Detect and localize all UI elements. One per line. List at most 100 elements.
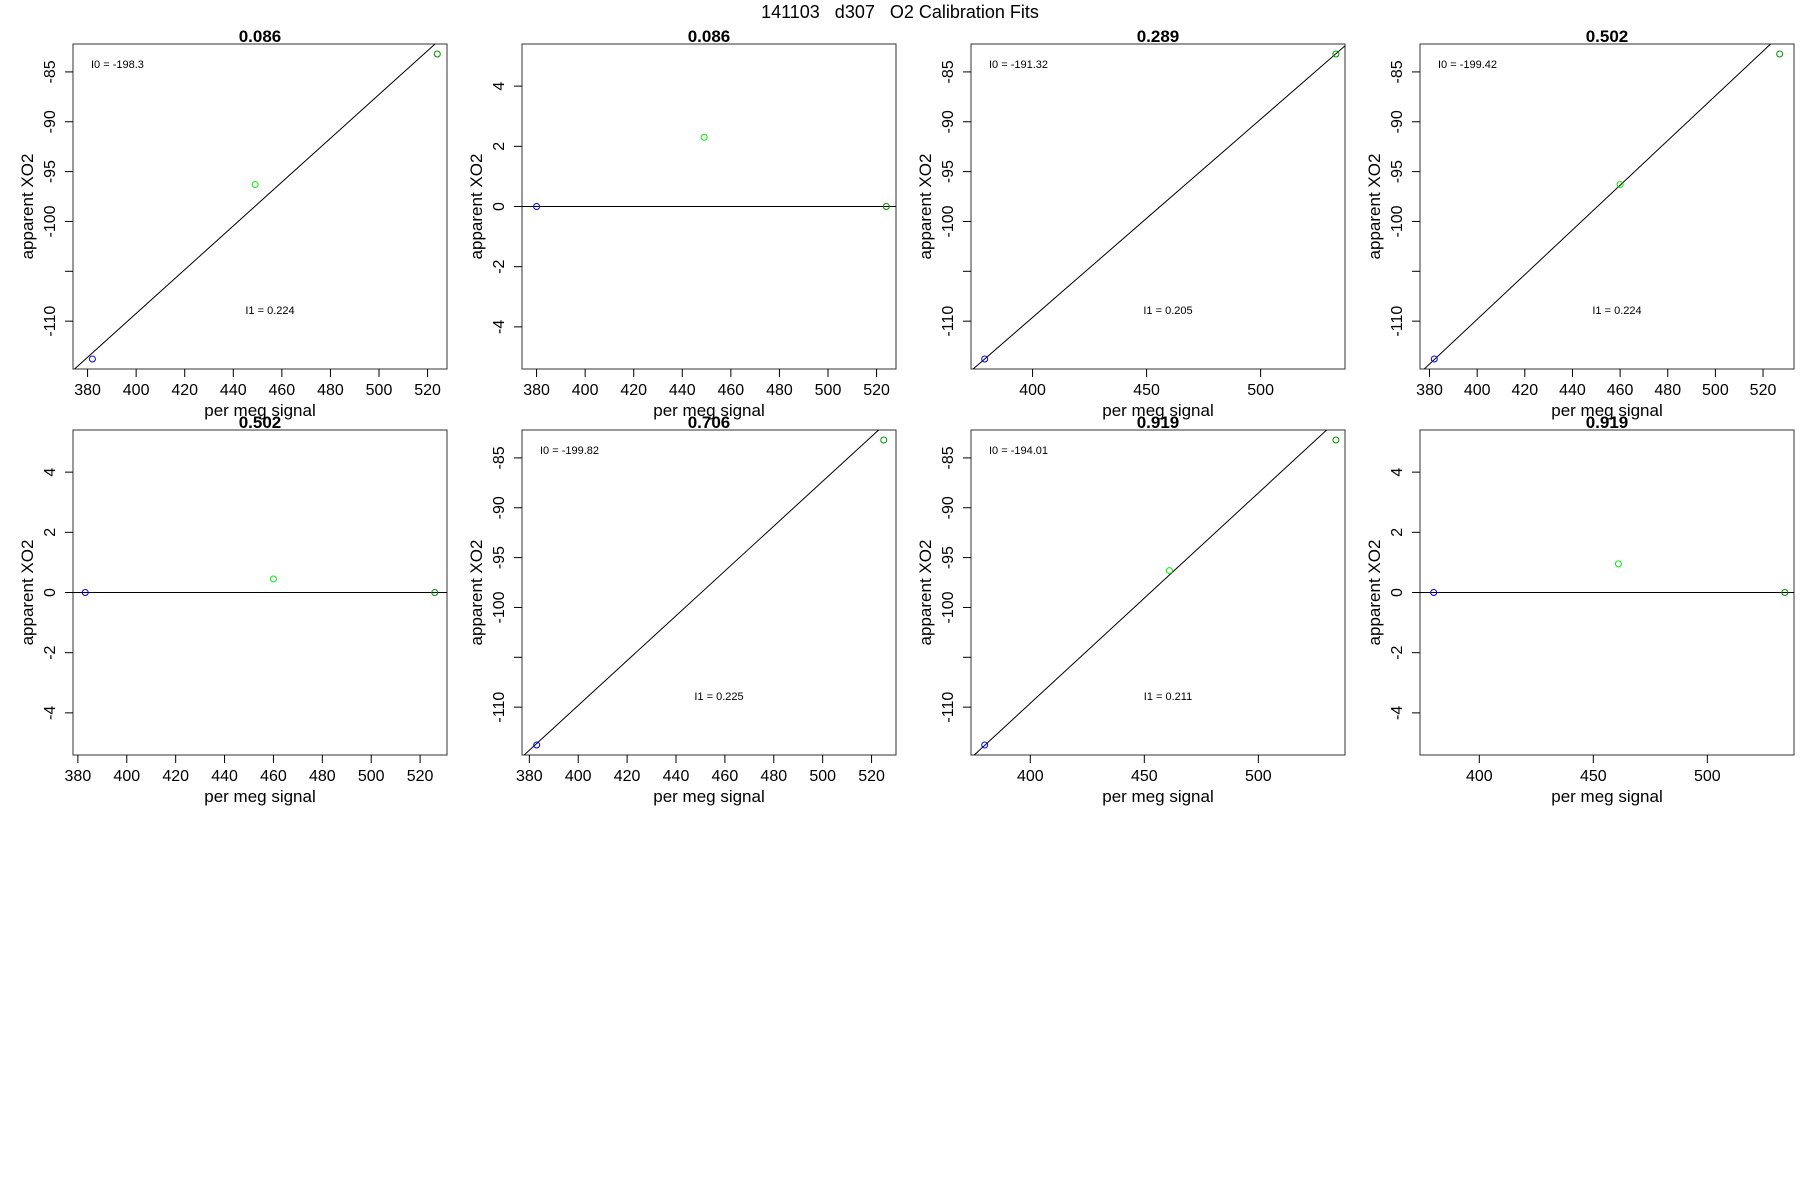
chart-6-ytick-label-3: -95 bbox=[491, 546, 508, 569]
chart-1-annotation-i0: I0 = -198.3 bbox=[91, 59, 144, 71]
chart-6-xtick-label-7: 520 bbox=[858, 768, 885, 785]
chart-1-xtick-label-1: 400 bbox=[123, 382, 150, 399]
chart-8-xlabel: per meg signal bbox=[1551, 787, 1663, 806]
chart-6-title: 0.706 bbox=[688, 413, 731, 432]
chart-2-title: 0.086 bbox=[688, 27, 731, 46]
chart-6-ytick-label-0: -110 bbox=[491, 692, 508, 723]
chart-1-xtick-label-4: 460 bbox=[269, 382, 296, 399]
chart-4-ytick-label-5: -85 bbox=[1389, 60, 1406, 83]
chart-4-title: 0.502 bbox=[1586, 27, 1629, 46]
chart-3-ylabel: apparent XO2 bbox=[916, 154, 935, 260]
chart-3-ytick-label-2: -100 bbox=[940, 205, 957, 237]
chart-2-xtick-label-4: 460 bbox=[718, 382, 745, 399]
chart-2-xtick-label-6: 500 bbox=[815, 382, 842, 399]
chart-7-ytick-label-2: -100 bbox=[940, 591, 957, 623]
chart-7-ytick-label-5: -85 bbox=[940, 446, 957, 469]
chart-7-point-2 bbox=[1332, 436, 1340, 444]
chart-1-ytick-label-4: -90 bbox=[42, 110, 59, 133]
chart-4-ytick-label-0: -110 bbox=[1389, 306, 1406, 337]
chart-8-ytick-label-1: -2 bbox=[1389, 645, 1406, 659]
chart-1-ytick-label-3: -95 bbox=[42, 160, 59, 183]
chart-2-ytick-label-1: -2 bbox=[491, 259, 508, 273]
chart-2-point-2 bbox=[882, 203, 890, 210]
chart-7-xtick-label-1: 450 bbox=[1131, 768, 1158, 785]
chart-5-point-1 bbox=[269, 575, 277, 583]
chart-7-annotation-i1: I1 = 0.211 bbox=[1144, 691, 1192, 703]
chart-5-xtick-label-2: 420 bbox=[162, 768, 189, 785]
chart-1-point-1 bbox=[251, 181, 259, 189]
chart-4-xtick-label-0: 380 bbox=[1416, 382, 1443, 399]
chart-5-ylabel: apparent XO2 bbox=[18, 540, 37, 646]
chart-3-fit-line bbox=[972, 45, 1345, 369]
chart-6-xtick-label-5: 480 bbox=[760, 768, 787, 785]
chart-4-ylabel: apparent XO2 bbox=[1365, 154, 1384, 260]
chart-7-ytick-label-4: -90 bbox=[940, 496, 957, 519]
chart-5-xtick-label-6: 500 bbox=[358, 768, 385, 785]
chart-4-xtick-label-4: 460 bbox=[1607, 382, 1634, 399]
chart-1-ytick-label-0: -110 bbox=[42, 306, 59, 337]
chart-2-xtick-label-5: 480 bbox=[766, 382, 793, 399]
chart-3-xlabel: per meg signal bbox=[1102, 401, 1214, 420]
chart-1-xtick-label-2: 420 bbox=[171, 382, 198, 399]
chart-6-annotation-i0: I0 = -199.82 bbox=[540, 445, 599, 457]
chart-7-point-0 bbox=[981, 741, 989, 749]
chart-6-xtick-label-4: 460 bbox=[712, 768, 739, 785]
chart-2-point-1 bbox=[700, 133, 708, 141]
chart-1-xtick-label-3: 440 bbox=[220, 382, 247, 399]
chart-8-xtick-label-2: 500 bbox=[1694, 768, 1721, 785]
chart-4-xtick-label-1: 400 bbox=[1464, 382, 1491, 399]
chart-1-xtick-label-5: 480 bbox=[317, 382, 344, 399]
chart-1-ytick-label-5: -85 bbox=[42, 60, 59, 83]
chart-5-xtick-label-1: 400 bbox=[113, 768, 140, 785]
chart-3-xtick-label-0: 400 bbox=[1019, 382, 1046, 399]
chart-8-ytick-label-2: 0 bbox=[1389, 588, 1406, 597]
chart-4-xtick-label-5: 480 bbox=[1654, 382, 1681, 399]
chart-5-point-0 bbox=[81, 589, 89, 596]
chart-3-annotation-i0: I0 = -191.32 bbox=[989, 59, 1048, 71]
chart-1-title: 0.086 bbox=[239, 27, 282, 46]
chart-3-plot-frame bbox=[970, 43, 1346, 370]
chart-7-annotation-i0: I0 = -194.01 bbox=[989, 445, 1048, 457]
chart-6-xtick-label-1: 400 bbox=[565, 768, 592, 785]
chart-6-ylabel: apparent XO2 bbox=[467, 540, 486, 646]
chart-2-point-0 bbox=[533, 203, 541, 210]
chart-5-ytick-label-4: 4 bbox=[42, 468, 59, 477]
chart-7-xtick-label-0: 400 bbox=[1017, 768, 1044, 785]
chart-2-ytick-label-4: 4 bbox=[491, 82, 508, 91]
chart-3: 0.289 400 450 500 per meg signal -110 -100 -95 -… bbox=[916, 27, 1346, 420]
chart-2-xtick-label-3: 440 bbox=[669, 382, 696, 399]
chart-3-xtick-label-1: 450 bbox=[1133, 382, 1160, 399]
chart-5-xtick-label-0: 380 bbox=[65, 768, 92, 785]
chart-6-fit-line bbox=[523, 430, 880, 755]
chart-7-xlabel: per meg signal bbox=[1102, 787, 1214, 806]
chart-7-ytick-label-0: -110 bbox=[940, 692, 957, 723]
chart-5-xtick-label-3: 440 bbox=[211, 768, 238, 785]
chart-3-ytick-label-3: -95 bbox=[940, 160, 957, 183]
chart-1-point-2 bbox=[433, 50, 441, 58]
chart-1-plot-frame bbox=[72, 43, 448, 370]
chart-2-xtick-label-0: 380 bbox=[523, 382, 550, 399]
chart-3-point-1 bbox=[1332, 50, 1340, 58]
chart-4-annotation-i0: I0 = -199.42 bbox=[1438, 59, 1497, 71]
chart-5-title: 0.502 bbox=[239, 413, 282, 432]
chart-2-ytick-label-3: 2 bbox=[491, 142, 508, 151]
chart-4-xtick-label-3: 440 bbox=[1559, 382, 1586, 399]
chart-7-ylabel: apparent XO2 bbox=[916, 540, 935, 646]
chart-4-xtick-label-2: 420 bbox=[1511, 382, 1538, 399]
figure-title: 141103 d307 O2 Calibration Fits bbox=[761, 2, 1039, 22]
chart-7: 0.919 400 450 500 per meg signal -110 -100 -95 -… bbox=[916, 413, 1346, 806]
chart-5-ytick-label-2: 0 bbox=[42, 588, 59, 597]
chart-2-xtick-label-7: 520 bbox=[863, 382, 890, 399]
chart-8: 0.919 400 450 500 per meg signal -4 -2 0 2 4 appar… bbox=[1365, 413, 1795, 806]
chart-6-xtick-label-2: 420 bbox=[614, 768, 641, 785]
chart-6-point-0 bbox=[533, 741, 541, 749]
chart-1-ytick-label-2: -100 bbox=[42, 205, 59, 237]
chart-2-xtick-label-2: 420 bbox=[620, 382, 647, 399]
chart-4-xtick-label-7: 520 bbox=[1750, 382, 1777, 399]
chart-5-xlabel: per meg signal bbox=[204, 787, 316, 806]
chart-7-xtick-label-2: 500 bbox=[1245, 768, 1272, 785]
chart-4-ytick-label-2: -100 bbox=[1389, 205, 1406, 237]
